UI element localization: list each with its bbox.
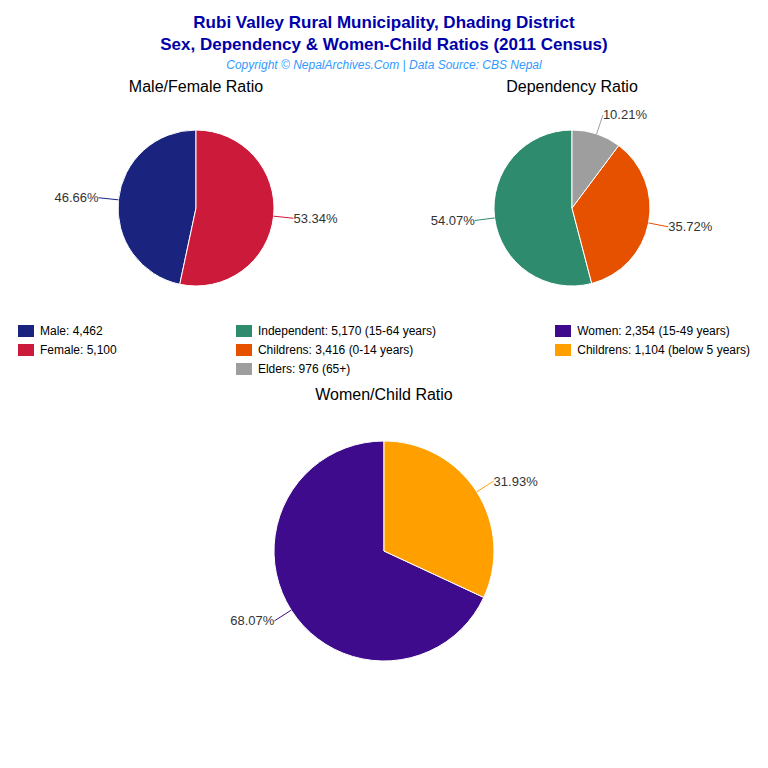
svg-text:35.72%: 35.72% bbox=[668, 219, 713, 234]
html-text:Childrens: 3,416 (0-14 years): Childrens: 3,416 (0-14 years) bbox=[257, 343, 414, 357]
html-text:Dependency Ratio: Dependency Ratio bbox=[506, 78, 638, 95]
html-text:Sex, Dependency & Women-Child: Sex, Dependency & Women-Child Ratios (20… bbox=[160, 35, 608, 54]
html-text:Copyright © NepalArchives.Com: Copyright © NepalArchives.Com | Data Sou… bbox=[226, 58, 542, 72]
html-text:Female: 5,100: Female: 5,100 bbox=[40, 343, 117, 357]
svg-text:10.21%: 10.21% bbox=[603, 107, 648, 122]
html-text:Childrens: 1,104 (below 5 year: Childrens: 1,104 (below 5 years) bbox=[577, 343, 750, 357]
html-text:Independent: 5,170 (15-64 year: Independent: 5,170 (15-64 years) bbox=[257, 324, 436, 338]
html-text:Women: 2,354 (15-49 years): Women: 2,354 (15-49 years) bbox=[577, 324, 730, 338]
html-text:Male/Female Ratio: Male/Female Ratio bbox=[128, 78, 264, 95]
html-text:Women/Child Ratio: Women/Child Ratio bbox=[315, 386, 453, 403]
svg-text:68.07%: 68.07% bbox=[230, 613, 275, 628]
svg-text:53.34%: 53.34% bbox=[293, 211, 338, 226]
html-text:Elders: 976 (65+): Elders: 976 (65+) bbox=[257, 362, 351, 376]
svg-text:31.93%: 31.93% bbox=[494, 474, 539, 489]
svg-text:46.66%: 46.66% bbox=[54, 190, 99, 205]
html-text:Male: 4,462: Male: 4,462 bbox=[40, 324, 103, 338]
svg-text:54.07%: 54.07% bbox=[431, 213, 476, 228]
html-text:Rubi Valley Rural Municipality: Rubi Valley Rural Municipality, Dhading … bbox=[193, 13, 575, 32]
